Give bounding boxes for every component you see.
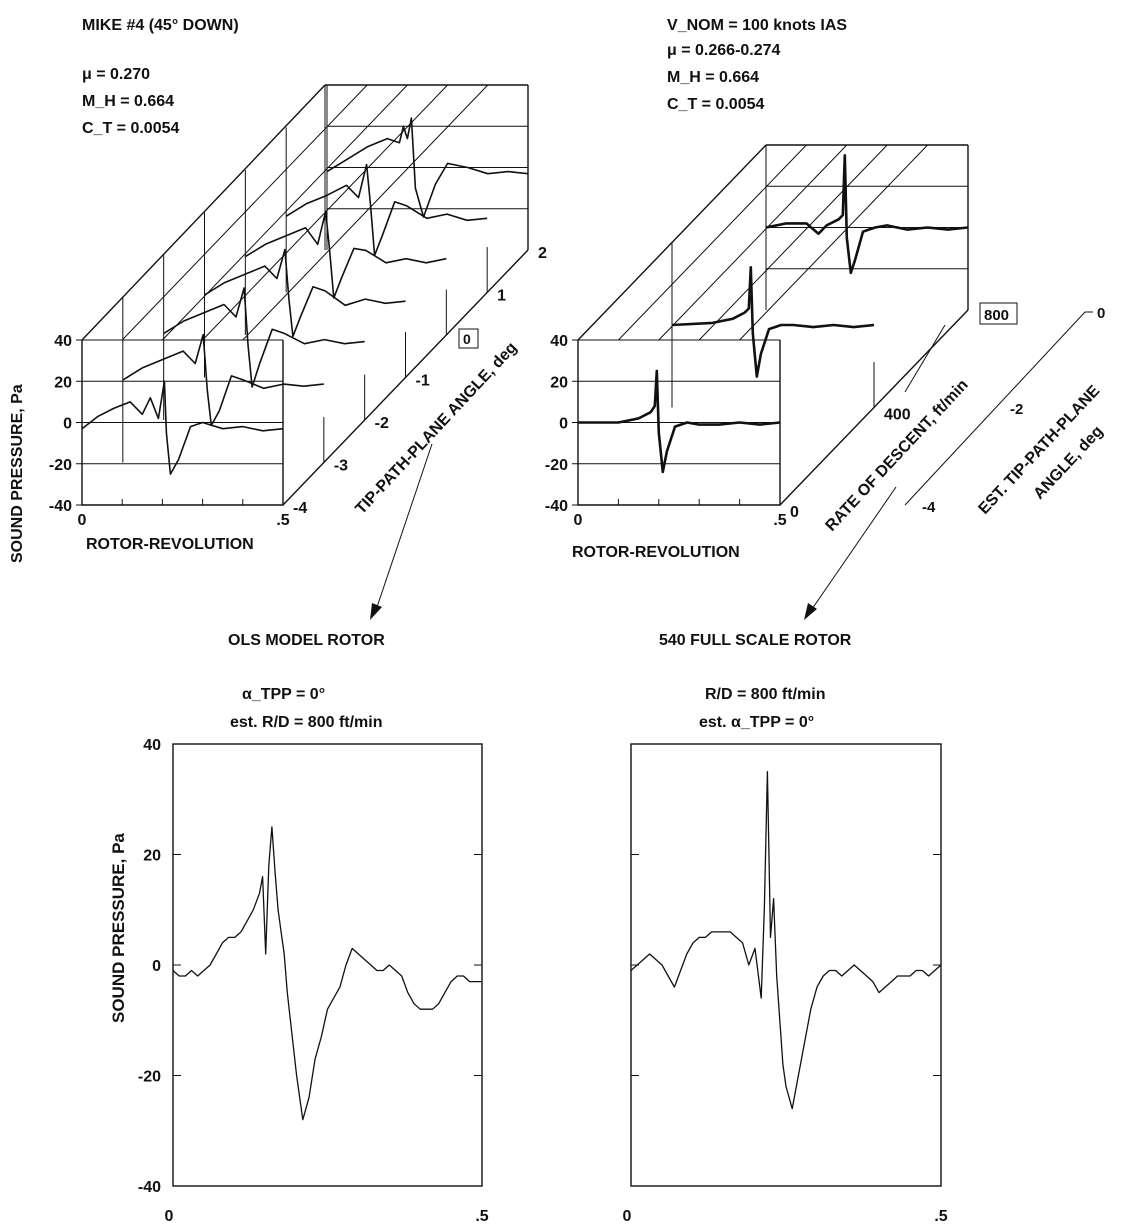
- series-line: [578, 369, 781, 474]
- axis-ticks: 0.5: [623, 743, 948, 1225]
- highlight-box: [458, 328, 479, 349]
- z-tick-label: 0: [790, 504, 799, 521]
- top-depth-line: [698, 144, 888, 341]
- plot-frame: [172, 743, 483, 1187]
- series-line: [163, 287, 365, 388]
- y-tick-label: -20: [545, 457, 568, 474]
- box-gridlines: [81, 84, 529, 505]
- param-alpha: est. α_TPP = 0°: [699, 714, 814, 731]
- series-line: [326, 117, 529, 218]
- bottom-right-title: 540 FULL SCALE ROTOR: [659, 632, 852, 649]
- x-tick-label: .5: [773, 512, 786, 529]
- z-tick-label: -2: [375, 415, 389, 432]
- panel-bottom-left: α_TPP = 0° est. R/D = 800 ft/min 40 20 0 -2…: [109, 686, 489, 1225]
- panel-top-right: V_NOM = 100 knots IAS μ = 0.266-0.274 M_…: [545, 17, 1107, 561]
- x-tick-label: 0: [165, 1208, 174, 1225]
- x-tick-label: .5: [934, 1208, 947, 1225]
- y-tick-label: 40: [143, 737, 161, 754]
- y-tick-label: -40: [49, 498, 72, 515]
- z-tick-label: -3: [334, 458, 348, 475]
- top-depth-line: [658, 144, 848, 341]
- param-alpha: α_TPP = 0°: [242, 686, 325, 703]
- param-vnom: V_NOM = 100 knots IAS: [667, 17, 847, 34]
- param-mu: μ = 0.266-0.274: [667, 42, 781, 59]
- y-tick-label: -20: [49, 457, 72, 474]
- z-tick-label: 2: [538, 245, 547, 262]
- x-axis-label: ROTOR-REVOLUTION: [86, 536, 254, 553]
- y-tick-label: 40: [54, 333, 72, 350]
- param-mh: M_H = 0.664: [82, 93, 174, 110]
- param-ct: C_T = 0.0054: [667, 96, 765, 113]
- top-depth-line: [242, 84, 489, 341]
- z-tick-label: 400: [884, 407, 911, 424]
- param-rd: est. R/D = 800 ft/min: [230, 714, 383, 731]
- z2-axis-line: [904, 311, 1093, 506]
- highlight-box: [979, 302, 1018, 325]
- bottom-left-title: OLS MODEL ROTOR: [228, 632, 385, 649]
- y-tick-label: 20: [550, 374, 568, 391]
- y-axis-label: SOUND PRESSURE, Pa: [109, 833, 128, 1023]
- series-line: [630, 770, 942, 1110]
- box-frame: [81, 84, 529, 506]
- x-tick-label: 0: [623, 1208, 632, 1225]
- top-depth-line: [121, 84, 368, 341]
- x-axis-label: ROTOR-REVOLUTION: [572, 544, 740, 561]
- y-tick-label: 20: [54, 374, 72, 391]
- z-tick-label: -1: [416, 373, 430, 390]
- trace-group: [630, 770, 942, 1110]
- z-tick-label: -4: [293, 500, 307, 517]
- series-line: [81, 380, 284, 475]
- x-tick-label: .5: [475, 1208, 488, 1225]
- series-line: [244, 210, 447, 299]
- top-depth-line: [739, 144, 928, 341]
- y-tick-label: 0: [559, 416, 568, 433]
- series-line: [122, 333, 324, 427]
- y-tick-label: 0: [63, 416, 72, 433]
- panel-top-left: MIKE #4 (45° DOWN) μ = 0.270 M_H = 0.664…: [9, 17, 547, 563]
- y-tick-label: 20: [143, 848, 161, 865]
- highlight-value: 0: [463, 331, 471, 347]
- series-line: [765, 154, 969, 275]
- z2-tick-minus2: -2: [1010, 401, 1023, 418]
- x-tick-label: 0: [78, 512, 87, 529]
- axis-ticks: 40 20 0 -20 -40 0 .5-4 -3 -2 -1 1 2: [49, 245, 547, 529]
- trace-group: [578, 154, 969, 474]
- trace-group: [81, 117, 529, 475]
- y-tick-label: -40: [545, 498, 568, 515]
- param-ct: C_T = 0.0054: [82, 120, 180, 137]
- series-line: [172, 826, 482, 1121]
- highlight-value: 800: [984, 307, 1009, 324]
- connector-arrows: [370, 324, 946, 620]
- trace-group: [172, 826, 482, 1121]
- param-rd: R/D = 800 ft/min: [705, 686, 825, 703]
- panel-bottom-right: R/D = 800 ft/min est. α_TPP = 0° 0.5: [623, 686, 948, 1225]
- plot-frame: [630, 743, 942, 1187]
- y-tick-label: -20: [138, 1069, 161, 1086]
- x-tick-label: 0: [574, 512, 583, 529]
- y-axis-label: SOUND PRESSURE, Pa: [9, 384, 26, 563]
- y-tick-label: -40: [138, 1179, 161, 1196]
- z-tick-label: 1: [497, 288, 506, 305]
- series-line: [204, 248, 406, 338]
- param-mh: M_H = 0.664: [667, 69, 759, 86]
- y-tick-label: 40: [550, 333, 568, 350]
- y-tick-label: 0: [152, 958, 161, 975]
- top-depth-line: [618, 144, 807, 341]
- top-depth-line: [162, 84, 408, 341]
- z-axis-label: RATE OF DESCENT, ft/min: [822, 376, 971, 534]
- x-tick-label: .5: [276, 512, 289, 529]
- panel-title: MIKE #4 (45° DOWN): [82, 17, 239, 34]
- series-line: [671, 266, 875, 378]
- z2-tick-minus4: -4: [922, 499, 936, 516]
- param-mu: μ = 0.270: [82, 66, 150, 83]
- z2-tick-0: 0: [1097, 305, 1105, 322]
